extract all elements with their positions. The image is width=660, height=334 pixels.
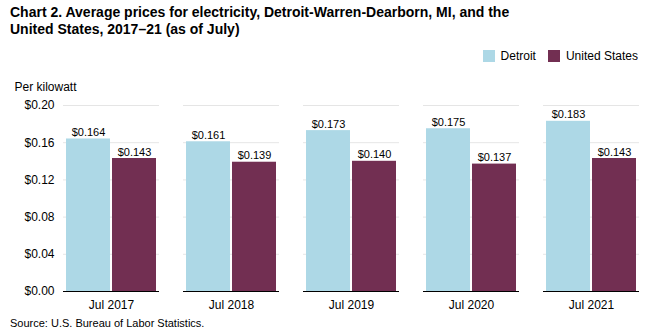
svg-text:$0.140: $0.140 — [358, 148, 392, 160]
svg-text:Jul 2020: Jul 2020 — [449, 298, 495, 312]
svg-text:$0.164: $0.164 — [72, 126, 106, 138]
svg-text:Per kilowatt: Per kilowatt — [15, 80, 78, 94]
svg-text:$0.12: $0.12 — [24, 172, 54, 186]
svg-text:$0.00: $0.00 — [24, 284, 54, 298]
svg-text:Jul 2018: Jul 2018 — [209, 298, 255, 312]
html-text:Chart 2. Average prices for el: Chart 2. Average prices for electricity,… — [10, 4, 510, 37]
svg-text:$0.139: $0.139 — [238, 149, 272, 161]
svg-text:Jul 2017: Jul 2017 — [89, 298, 135, 312]
svg-text:$0.183: $0.183 — [552, 108, 586, 120]
svg-text:$0.16: $0.16 — [24, 135, 54, 149]
html-text:Source: U.S. Bureau of Labor S: Source: U.S. Bureau of Labor Statistics. — [10, 316, 205, 329]
svg-text:$0.08: $0.08 — [24, 210, 54, 224]
svg-text:$0.20: $0.20 — [24, 98, 54, 112]
svg-text:$0.143: $0.143 — [598, 145, 632, 157]
svg-text:Jul 2021: Jul 2021 — [569, 298, 615, 312]
svg-text:$0.04: $0.04 — [24, 247, 54, 261]
svg-text:Jul 2019: Jul 2019 — [329, 298, 375, 312]
html-text:United States: United States — [566, 49, 638, 64]
svg-text:$0.143: $0.143 — [118, 145, 152, 157]
svg-text:$0.137: $0.137 — [478, 151, 512, 163]
html-text:Detroit: Detroit — [500, 49, 536, 64]
svg-text:$0.175: $0.175 — [432, 115, 466, 127]
svg-text:$0.161: $0.161 — [192, 128, 226, 140]
svg-text:$0.173: $0.173 — [312, 117, 346, 129]
